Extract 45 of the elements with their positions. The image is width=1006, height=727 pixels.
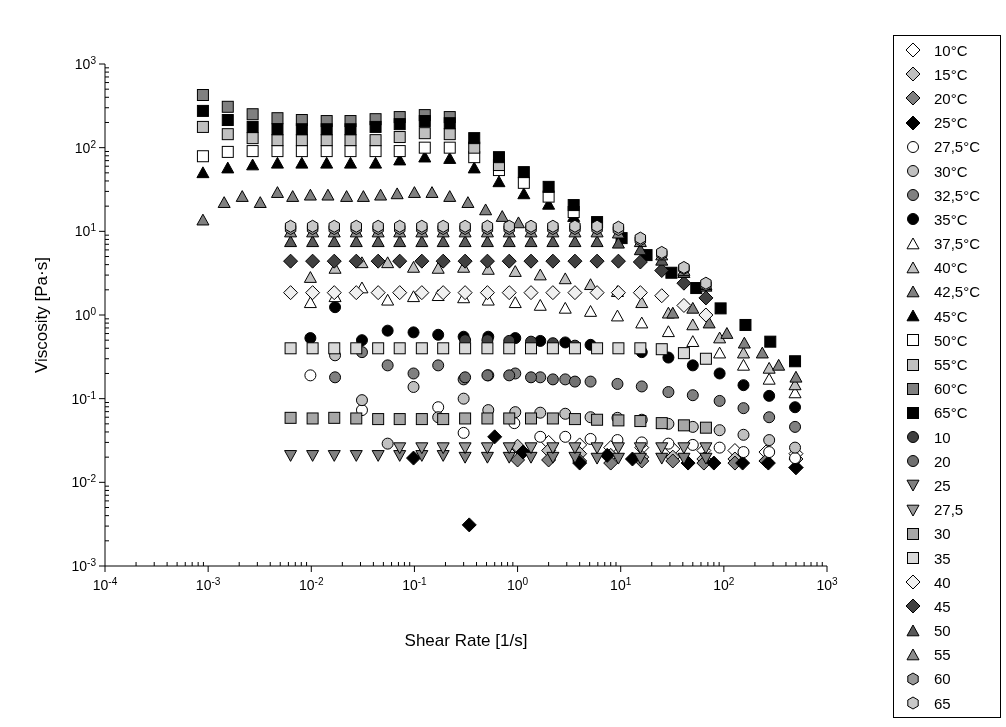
- legend-label: 40°C: [934, 259, 968, 277]
- legend-label: 20: [934, 452, 951, 470]
- legend-label: 27,5°C: [934, 138, 981, 156]
- legend-label: 45: [934, 597, 951, 615]
- y-tick-label: 10$^{1}$: [74, 221, 97, 240]
- legend-label: 30: [934, 525, 951, 543]
- x-tick-label: 10$^{1}$: [610, 575, 632, 593]
- legend-label: 37,5°C: [934, 235, 981, 253]
- x-tick-label: 10$^{2}$: [713, 575, 735, 593]
- y-tick-label: 10$^{2}$: [74, 138, 97, 156]
- legend-label: 45°C: [934, 307, 968, 325]
- legend-label: 10°C: [934, 41, 968, 59]
- legend-label: 32,5°C: [934, 186, 981, 204]
- y-tick-label: 10$^{-1}$: [71, 389, 97, 407]
- legend-label: 15°C: [934, 65, 968, 83]
- x-tick-label: 10$^{3}$: [816, 575, 838, 593]
- legend-label: 20°C: [934, 89, 968, 107]
- y-tick-label: 10$^{3}$: [74, 54, 97, 72]
- legend-label: 55: [934, 646, 951, 664]
- legend-label: 25: [934, 476, 951, 494]
- legend-label: 60: [934, 670, 951, 688]
- x-tick-label: 10$^{-4}$: [92, 575, 118, 593]
- y-axis-title: Viscosity [Pa·s]: [31, 257, 51, 373]
- x-tick-label: 10$^{-1}$: [402, 575, 428, 593]
- x-tick-label: 10$^{-2}$: [299, 575, 324, 593]
- legend-label: 10: [934, 428, 951, 446]
- legend-label: 27,5: [934, 501, 964, 519]
- y-tick-label: 10$^{0}$: [74, 305, 97, 323]
- y-tick-label: 10$^{-2}$: [71, 472, 97, 491]
- x-tick-label: 10$^{-3}$: [195, 575, 221, 593]
- legend-label: 65°C: [934, 404, 968, 422]
- legend-label: 50: [934, 622, 951, 640]
- legend-label: 65: [934, 694, 951, 712]
- legend-label: 42,5°C: [934, 283, 981, 301]
- legend-label: 30°C: [934, 162, 968, 180]
- legend-label: 35°C: [934, 210, 968, 228]
- y-tick-label: 10$^{-3}$: [71, 556, 97, 574]
- legend-label: 25°C: [934, 114, 968, 132]
- x-axis-title: Shear Rate [1/s]: [404, 631, 528, 650]
- legend-label: 40: [934, 573, 951, 591]
- legend-label: 60°C: [934, 380, 968, 398]
- legend-label: 55°C: [934, 356, 968, 374]
- legend-label: 50°C: [934, 331, 968, 349]
- x-tick-label: 10$^{0}$: [506, 575, 529, 593]
- legend-label: 35: [934, 549, 951, 567]
